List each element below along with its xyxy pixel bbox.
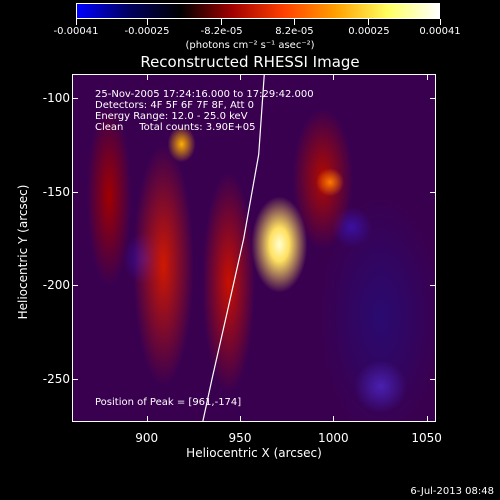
y-tick-mark <box>72 378 78 380</box>
colorbar-tick <box>368 19 370 25</box>
heatmap-image <box>73 75 435 421</box>
colorbar <box>76 3 440 19</box>
colorbar-tick <box>75 19 77 25</box>
y-tick-mark <box>430 285 436 287</box>
colorbar-tick <box>293 19 295 25</box>
x-tick-label: 950 <box>228 431 252 445</box>
y-tick-label: -200 <box>42 278 70 293</box>
colorbar-tick-label: -0.00025 <box>124 26 170 37</box>
x-tick-mark <box>146 74 148 80</box>
colorbar-tick-label: 0.00025 <box>348 26 390 37</box>
y-tick-mark <box>72 98 78 100</box>
y-tick-label: -250 <box>42 371 70 386</box>
y-tick-mark <box>72 285 78 287</box>
colorbar-tick-label: -8.2e-05 <box>200 26 243 37</box>
x-tick-mark <box>146 416 148 422</box>
x-tick-mark <box>426 416 428 422</box>
colorbar-tick-label: 0.00041 <box>419 26 461 37</box>
x-tick-label: 1000 <box>318 431 349 445</box>
x-tick-mark <box>426 74 428 80</box>
x-tick-mark <box>240 74 241 80</box>
peak-label: Position of Peak = [961,-174] <box>95 397 242 408</box>
info-line-1: 25-Nov-2005 17:24:16.000 to 17:29:42.000 <box>95 89 314 100</box>
chart-title: Reconstructed RHESSI Image <box>140 53 360 71</box>
y-tick-mark <box>72 191 78 193</box>
y-tick-mark <box>430 378 436 380</box>
limb-overlay <box>202 74 265 422</box>
y-axis-label: Heliocentric Y (arcsec) <box>16 184 30 320</box>
colorbar-tick-label: -0.00041 <box>53 26 99 37</box>
y-tick-mark <box>430 98 436 100</box>
colorbar-tick <box>221 19 223 25</box>
x-axis-label: Heliocentric X (arcsec) <box>186 446 322 460</box>
y-tick-label: -100 <box>42 91 70 106</box>
y-tick-mark <box>430 191 436 193</box>
info-line-3: Energy Range: 12.0 - 25.0 keV <box>95 111 248 122</box>
colorbar-tick-label: 8.2e-05 <box>275 26 314 37</box>
x-tick-mark <box>333 74 335 80</box>
x-tick-label: 1050 <box>411 431 442 445</box>
x-tick-mark <box>333 416 335 422</box>
colorbar-tick <box>146 19 148 25</box>
date-stamp: 6-Jul-2013 08:48 <box>410 486 494 497</box>
info-line-4: Clean Total counts: 3.90E+05 <box>95 122 256 133</box>
x-tick-mark <box>240 416 241 422</box>
colorbar-tick <box>439 19 441 25</box>
x-tick-label: 900 <box>135 431 159 445</box>
solar-limb-line <box>202 74 265 422</box>
y-tick-label: -150 <box>42 184 70 199</box>
info-line-2: Detectors: 4F 5F 6F 7F 8F, Att 0 <box>95 100 255 111</box>
colorbar-unit-label: (photons cm⁻² s⁻¹ asec⁻²) <box>185 40 315 51</box>
plot-area: 25-Nov-2005 17:24:16.000 to 17:29:42.000… <box>72 74 436 422</box>
